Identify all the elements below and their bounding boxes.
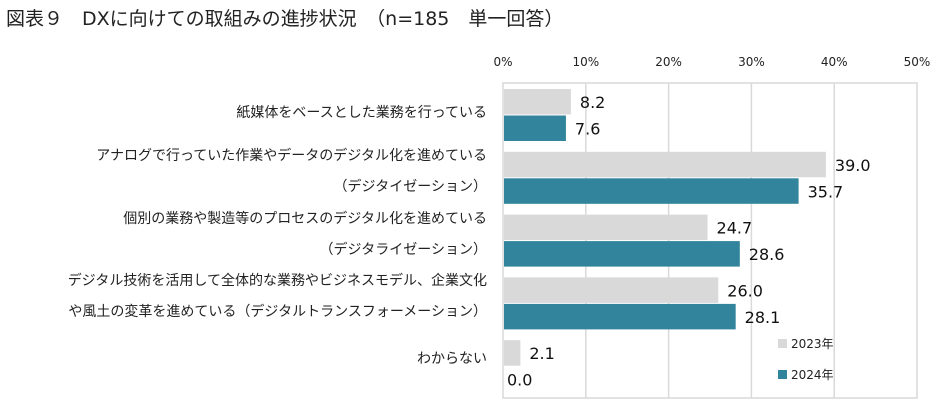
- x-tick-label: 40%: [821, 55, 848, 69]
- data-label: 0.0: [507, 371, 532, 390]
- category-label: アナログで行っていた作業やデータのデジタル化を進めている: [96, 147, 487, 164]
- category-label: 紙媒体をベースとした業務を行っている: [236, 105, 487, 121]
- data-label: 26.0: [727, 281, 763, 300]
- bar-2024年: [504, 115, 566, 141]
- bar-2023年: [504, 214, 708, 241]
- category-label: （デジタイゼーション）: [333, 178, 487, 195]
- data-label: 7.6: [575, 120, 600, 139]
- x-tick-label: 0%: [493, 55, 512, 69]
- category-label: や風土の変革を進めている（デジタルトランスフォーメーション）: [68, 304, 487, 321]
- legend-label: 2023年: [791, 337, 834, 351]
- category-label: 個別の業務や製造等のプロセスのデジタル化を進めている: [123, 210, 487, 227]
- legend-swatch: [778, 370, 787, 379]
- bar-2024年: [504, 178, 799, 204]
- legend-label: 2024年: [791, 368, 834, 382]
- bar-2024年: [504, 303, 736, 330]
- data-label: 8.2: [580, 93, 605, 112]
- legend-swatch: [778, 339, 787, 348]
- category-label: わからない: [417, 351, 487, 367]
- category-label: （デジタライゼーション）: [319, 241, 487, 258]
- data-label: 28.6: [749, 245, 785, 264]
- x-tick-label: 10%: [572, 55, 599, 69]
- bar-2023年: [504, 89, 571, 115]
- bar-2023年: [504, 340, 521, 366]
- x-tick-label: 30%: [738, 55, 765, 69]
- plot-frame: [502, 82, 918, 399]
- bar-2024年: [504, 241, 740, 267]
- data-label: 35.7: [808, 182, 844, 201]
- category-label: デジタル技術を活用して全体的な業務やビジネスモデル、企業文化: [67, 273, 487, 290]
- x-tick-label: 50%: [904, 55, 931, 69]
- data-label: 2.1: [529, 344, 554, 363]
- data-label: 39.0: [835, 156, 871, 175]
- chart-title: 図表９ DXに向けての取組みの進捗状況 （n=185 単一回答）: [6, 8, 564, 30]
- data-label: 24.7: [717, 219, 753, 238]
- data-label: 28.1: [745, 308, 781, 327]
- x-tick-label: 20%: [655, 55, 682, 69]
- bar-2023年: [504, 151, 826, 178]
- bar-2023年: [504, 277, 719, 303]
